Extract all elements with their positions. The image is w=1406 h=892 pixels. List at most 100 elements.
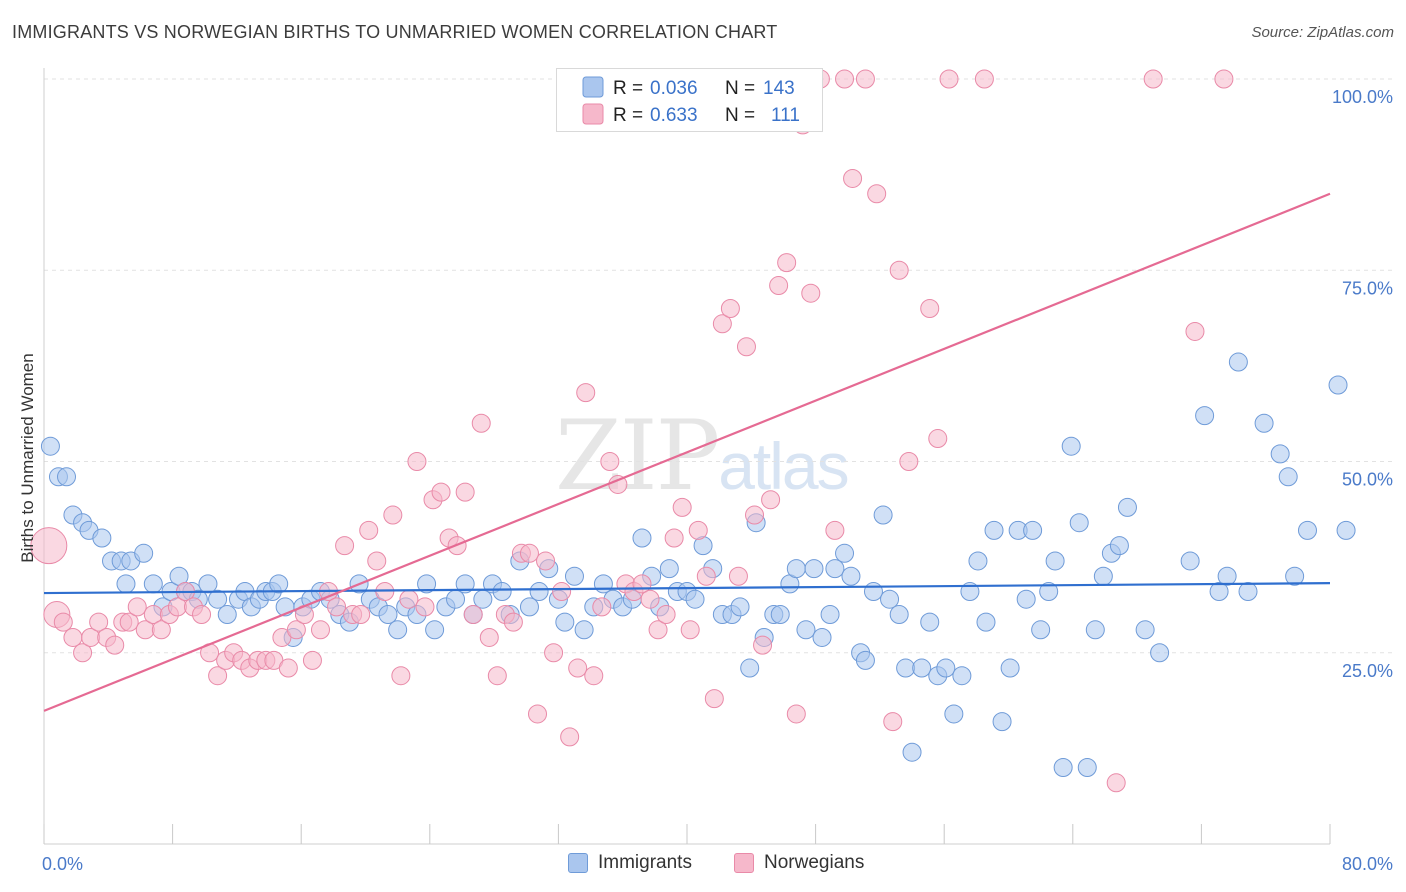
norwegian-point-6[interactable] xyxy=(89,612,109,632)
immigrant-point-12[interactable] xyxy=(143,574,163,594)
immigrant-point-48[interactable] xyxy=(455,574,475,594)
norwegian-point-111[interactable] xyxy=(1185,321,1205,341)
norwegian-point-58[interactable] xyxy=(503,612,523,632)
immigrant-point-101[interactable] xyxy=(912,658,932,678)
immigrant-point-128[interactable] xyxy=(1135,620,1155,640)
immigrant-point-83[interactable] xyxy=(770,605,790,624)
norwegian-point-44[interactable] xyxy=(391,666,411,686)
immigrant-point-135[interactable] xyxy=(1254,413,1274,433)
norwegian-point-102[interactable] xyxy=(883,712,903,732)
immigrant-point-126[interactable] xyxy=(1109,536,1129,556)
immigrant-point-116[interactable] xyxy=(1031,620,1051,640)
immigrant-point-141[interactable] xyxy=(1328,375,1348,395)
immigrant-point-59[interactable] xyxy=(555,612,575,632)
immigrant-point-86[interactable] xyxy=(796,620,816,640)
norwegian-point-34[interactable] xyxy=(310,620,330,640)
immigrant-point-52[interactable] xyxy=(492,582,512,602)
immigrant-point-127[interactable] xyxy=(1117,497,1137,517)
immigrant-point-63[interactable] xyxy=(593,574,613,594)
norwegian-point-53[interactable] xyxy=(463,605,483,624)
norwegian-point-103[interactable] xyxy=(889,260,909,280)
norwegian-point-49[interactable] xyxy=(431,482,451,502)
norwegian-point-63[interactable] xyxy=(544,643,564,663)
immigrant-point-20[interactable] xyxy=(208,589,228,609)
norwegian-point-0[interactable] xyxy=(30,527,68,565)
norwegian-point-43[interactable] xyxy=(383,505,403,525)
immigrant-point-130[interactable] xyxy=(1180,551,1200,571)
norwegian-point-97[interactable] xyxy=(825,520,845,540)
norwegian-point-90[interactable] xyxy=(761,490,781,510)
norwegian-point-108[interactable] xyxy=(974,69,994,89)
immigrant-point-123[interactable] xyxy=(1085,620,1105,640)
norwegian-point-101[interactable] xyxy=(867,184,887,204)
immigrant-point-129[interactable] xyxy=(1150,643,1170,663)
norwegian-point-67[interactable] xyxy=(576,383,596,403)
norwegian-point-30[interactable] xyxy=(278,658,298,678)
norwegian-point-21[interactable] xyxy=(208,666,228,686)
norwegian-point-52[interactable] xyxy=(455,482,475,502)
norwegian-point-36[interactable] xyxy=(327,597,347,617)
immigrant-point-117[interactable] xyxy=(1039,582,1059,602)
immigrant-point-110[interactable] xyxy=(984,520,1004,540)
norwegian-point-98[interactable] xyxy=(835,69,855,89)
immigrant-point-134[interactable] xyxy=(1228,352,1248,372)
norwegian-point-54[interactable] xyxy=(471,413,491,433)
immigrant-point-120[interactable] xyxy=(1061,436,1081,456)
immigrant-point-88[interactable] xyxy=(812,627,832,647)
norwegian-point-62[interactable] xyxy=(536,551,556,571)
norwegian-point-110[interactable] xyxy=(1143,69,1163,89)
immigrant-point-136[interactable] xyxy=(1270,444,1290,464)
immigrant-point-73[interactable] xyxy=(685,589,705,609)
norwegian-point-86[interactable] xyxy=(728,566,748,586)
norwegian-point-69[interactable] xyxy=(592,597,612,617)
norwegian-point-112[interactable] xyxy=(1214,69,1234,89)
immigrant-point-67[interactable] xyxy=(632,528,652,548)
immigrant-point-45[interactable] xyxy=(425,620,445,640)
immigrant-point-109[interactable] xyxy=(976,612,996,632)
immigrant-point-142[interactable] xyxy=(1336,520,1356,540)
immigrant-point-87[interactable] xyxy=(804,559,824,579)
norwegian-point-85[interactable] xyxy=(720,299,740,318)
immigrant-point-105[interactable] xyxy=(944,704,964,724)
norwegian-point-106[interactable] xyxy=(928,429,948,449)
immigrant-point-108[interactable] xyxy=(968,551,988,571)
norwegian-point-83[interactable] xyxy=(704,689,724,709)
immigrant-point-96[interactable] xyxy=(873,505,893,525)
immigrant-point-140[interactable] xyxy=(1238,582,1258,602)
immigrant-point-89[interactable] xyxy=(820,605,840,624)
legend-item-immigrants[interactable]: Immigrants xyxy=(568,852,692,874)
norwegian-point-4[interactable] xyxy=(73,643,93,663)
immigrant-point-61[interactable] xyxy=(574,620,594,640)
immigrant-point-21[interactable] xyxy=(217,605,237,624)
norwegian-point-105[interactable] xyxy=(920,299,940,318)
immigrant-point-115[interactable] xyxy=(1023,520,1043,540)
norwegian-point-46[interactable] xyxy=(407,452,427,471)
immigrant-point-121[interactable] xyxy=(1069,513,1089,533)
immigrant-point-0[interactable] xyxy=(40,436,60,456)
immigrant-point-55[interactable] xyxy=(519,597,539,617)
norwegian-point-80[interactable] xyxy=(680,620,700,640)
immigrant-point-28[interactable] xyxy=(269,574,289,594)
norwegian-point-45[interactable] xyxy=(399,589,419,609)
norwegian-point-31[interactable] xyxy=(286,620,306,640)
norwegian-point-79[interactable] xyxy=(672,497,692,517)
immigrant-point-114[interactable] xyxy=(1016,589,1036,609)
norwegian-point-76[interactable] xyxy=(648,620,668,640)
norwegian-point-109[interactable] xyxy=(1106,773,1126,793)
norwegian-point-84[interactable] xyxy=(712,314,732,334)
immigrant-point-40[interactable] xyxy=(378,605,398,624)
norwegian-point-104[interactable] xyxy=(899,452,919,471)
immigrant-point-118[interactable] xyxy=(1045,551,1065,571)
norwegian-point-11[interactable] xyxy=(127,597,147,617)
norwegian-point-33[interactable] xyxy=(302,650,322,670)
immigrant-point-122[interactable] xyxy=(1077,758,1097,777)
norwegian-point-68[interactable] xyxy=(584,666,604,686)
immigrant-point-100[interactable] xyxy=(902,742,922,762)
immigrant-point-10[interactable] xyxy=(116,574,136,594)
immigrant-point-119[interactable] xyxy=(1053,758,1073,777)
immigrant-point-44[interactable] xyxy=(417,574,437,594)
norwegian-point-100[interactable] xyxy=(855,69,875,89)
norwegian-point-56[interactable] xyxy=(487,666,507,686)
norwegian-point-37[interactable] xyxy=(335,536,355,556)
immigrant-point-133[interactable] xyxy=(1217,566,1237,586)
